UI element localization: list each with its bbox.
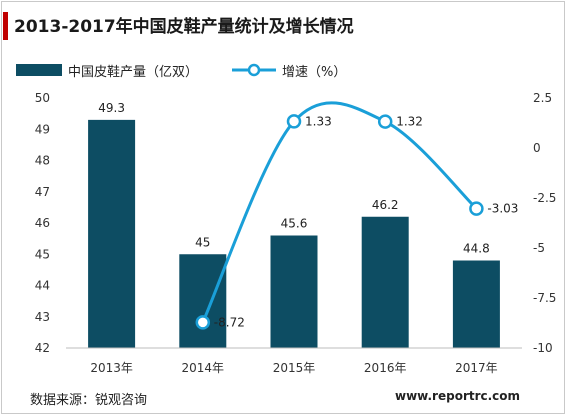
legend-bar-swatch	[16, 64, 62, 76]
legend-line-swatch	[232, 63, 277, 77]
legend-item-line: 增速（%）	[232, 61, 346, 80]
legend-line-label: 增速（%）	[282, 64, 347, 80]
y-left-tick-label: 45	[35, 247, 50, 261]
website-label: www.reportrc.com	[395, 389, 521, 403]
bar-value-label: 49.3	[98, 101, 125, 115]
legend-bar-label: 中国皮鞋产量（亿双）	[68, 64, 199, 80]
y-right-tick-label: 0	[533, 141, 541, 155]
y-right-tick-label: -5	[533, 241, 545, 255]
y-left-tick-label: 42	[35, 341, 50, 355]
growth-point-1	[195, 315, 211, 330]
bar-4	[452, 260, 500, 348]
growth-value-label: -3.03	[487, 202, 518, 216]
x-tick-label: 2015年	[273, 361, 316, 375]
source-note: 数据来源：锐观咨询	[30, 393, 148, 408]
growth-point-3	[377, 114, 393, 129]
growth-value-label: 1.33	[305, 114, 332, 128]
y-left-tick-label: 48	[35, 154, 50, 168]
bar-value-label: 45.6	[281, 217, 308, 231]
y-left-tick-label: 46	[35, 216, 50, 230]
x-tick-label: 2016年	[364, 361, 407, 375]
growth-value-label: -8.72	[214, 315, 245, 329]
y-left-tick-label: 47	[35, 185, 50, 199]
y-right-tick-label: -2.5	[533, 191, 556, 205]
title-accent-bar	[3, 12, 8, 40]
growth-point-4	[469, 201, 484, 216]
y-left-tick-label: 49	[35, 122, 50, 136]
x-tick-label: 2017年	[455, 361, 498, 375]
growth-point-2	[286, 114, 302, 129]
chart-title: 2013-2017年中国皮鞋产量统计及增长情况	[14, 17, 354, 37]
bar-value-label: 44.8	[463, 242, 490, 256]
bar-0	[88, 119, 136, 348]
y-left-tick-label: 44	[35, 279, 50, 293]
bar-value-label: 45	[195, 235, 210, 249]
legend: 中国皮鞋产量（亿双） 增速（%）	[16, 60, 380, 80]
bar-1	[179, 254, 227, 348]
y-right-tick-label: -7.5	[533, 291, 556, 305]
y-right-tick-label: 2.5	[533, 91, 552, 105]
x-tick-label: 2014年	[182, 361, 225, 375]
growth-line	[201, 101, 478, 324]
x-tick-label: 2013年	[90, 361, 133, 375]
growth-value-label: 1.32	[396, 115, 423, 129]
bar-3	[361, 216, 409, 348]
y-left-tick-label: 43	[35, 310, 50, 324]
y-left-tick-label: 50	[35, 91, 50, 105]
legend-item-bar: 中国皮鞋产量（亿双）	[16, 61, 198, 80]
y-right-tick-label: -10	[533, 341, 553, 355]
bar-2	[270, 235, 318, 348]
bar-value-label: 46.2	[372, 198, 399, 212]
